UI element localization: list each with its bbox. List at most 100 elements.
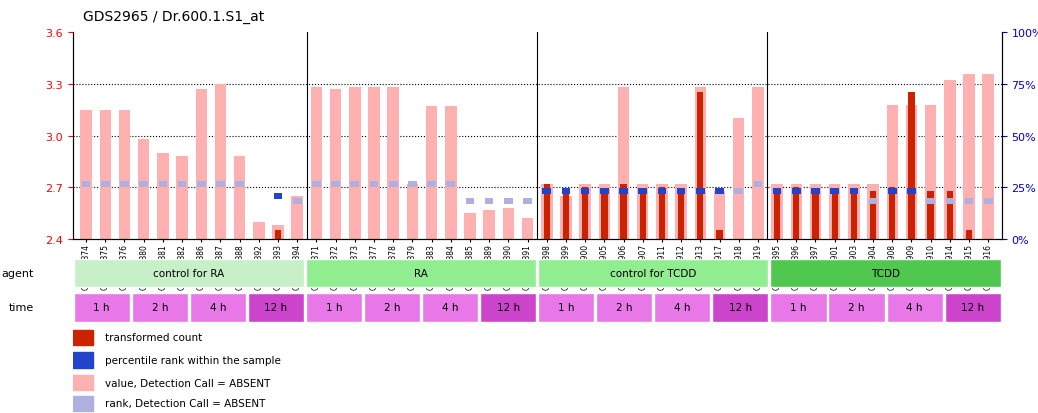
Bar xyxy=(946,199,954,204)
Bar xyxy=(422,293,479,323)
Bar xyxy=(446,182,455,187)
Bar xyxy=(73,330,93,345)
Bar xyxy=(101,182,110,187)
Bar xyxy=(869,199,877,204)
Bar xyxy=(870,191,876,240)
Bar xyxy=(772,188,782,195)
Bar xyxy=(190,293,246,323)
Bar xyxy=(407,185,418,240)
Bar xyxy=(676,185,687,240)
Bar xyxy=(696,188,705,195)
Text: 1 h: 1 h xyxy=(93,303,110,313)
Bar xyxy=(582,188,589,240)
Bar xyxy=(275,231,281,240)
Bar xyxy=(293,199,302,204)
Bar xyxy=(851,191,857,240)
Bar xyxy=(658,188,666,195)
Bar xyxy=(561,197,572,240)
Bar xyxy=(370,182,378,187)
Text: value, Detection Call = ABSENT: value, Detection Call = ABSENT xyxy=(105,377,271,388)
Bar xyxy=(389,182,398,187)
Bar xyxy=(637,185,649,240)
Bar xyxy=(236,182,244,187)
Text: 12 h: 12 h xyxy=(265,303,288,313)
Bar xyxy=(908,93,914,240)
Bar xyxy=(677,188,685,195)
Text: 12 h: 12 h xyxy=(496,303,520,313)
Bar xyxy=(963,74,975,240)
Text: 2 h: 2 h xyxy=(152,303,168,313)
Bar xyxy=(351,182,359,187)
Bar xyxy=(770,260,1001,287)
Bar xyxy=(848,185,859,240)
Bar xyxy=(139,182,148,187)
Bar xyxy=(659,188,665,240)
Bar xyxy=(579,185,591,240)
Bar xyxy=(964,199,974,204)
Bar xyxy=(484,210,495,240)
Bar xyxy=(716,231,722,240)
Bar xyxy=(562,188,570,195)
Bar xyxy=(791,185,802,240)
Bar xyxy=(234,157,245,240)
Bar xyxy=(753,88,764,240)
Text: control for RA: control for RA xyxy=(154,268,224,279)
Bar xyxy=(118,110,130,240)
Bar xyxy=(157,154,168,240)
Bar xyxy=(792,188,800,195)
Bar xyxy=(73,352,93,368)
Bar xyxy=(428,182,436,187)
Bar xyxy=(774,191,781,240)
Bar xyxy=(678,191,684,240)
Bar xyxy=(73,396,93,411)
Bar xyxy=(177,182,187,187)
Bar xyxy=(907,188,916,195)
Bar xyxy=(945,293,1001,323)
Bar xyxy=(274,193,282,200)
Text: 4 h: 4 h xyxy=(906,303,923,313)
Bar xyxy=(543,188,551,195)
Text: 1 h: 1 h xyxy=(558,303,574,313)
Bar xyxy=(698,93,704,240)
Bar xyxy=(966,231,973,240)
Bar xyxy=(868,185,879,240)
Text: 1 h: 1 h xyxy=(790,303,807,313)
Bar xyxy=(654,293,710,323)
Bar xyxy=(694,88,706,240)
Bar xyxy=(945,81,956,240)
Bar xyxy=(621,185,627,240)
Bar xyxy=(176,157,188,240)
Bar xyxy=(715,188,723,195)
Bar xyxy=(886,293,943,323)
Bar xyxy=(733,119,744,240)
Bar xyxy=(793,188,799,240)
Bar xyxy=(639,191,646,240)
Bar xyxy=(601,191,607,240)
Bar xyxy=(618,88,629,240)
Bar xyxy=(828,293,884,323)
Bar xyxy=(197,182,206,187)
Bar xyxy=(735,189,743,194)
Bar xyxy=(306,260,537,287)
Bar xyxy=(485,199,493,204)
Bar xyxy=(330,90,342,240)
Bar xyxy=(581,188,590,195)
Bar xyxy=(82,182,90,187)
Text: agent: agent xyxy=(2,268,34,279)
Bar xyxy=(829,185,841,240)
Text: time: time xyxy=(8,303,34,313)
Bar xyxy=(830,188,839,195)
Bar xyxy=(120,182,129,187)
Bar xyxy=(563,191,569,240)
Bar xyxy=(74,260,304,287)
Bar xyxy=(984,199,992,204)
Bar xyxy=(541,185,552,240)
Bar xyxy=(599,185,610,240)
Bar xyxy=(464,214,475,240)
Bar xyxy=(349,88,360,240)
Bar xyxy=(426,107,437,240)
Text: 12 h: 12 h xyxy=(729,303,752,313)
Bar xyxy=(656,185,667,240)
Bar xyxy=(80,110,91,240)
Bar xyxy=(292,197,303,240)
